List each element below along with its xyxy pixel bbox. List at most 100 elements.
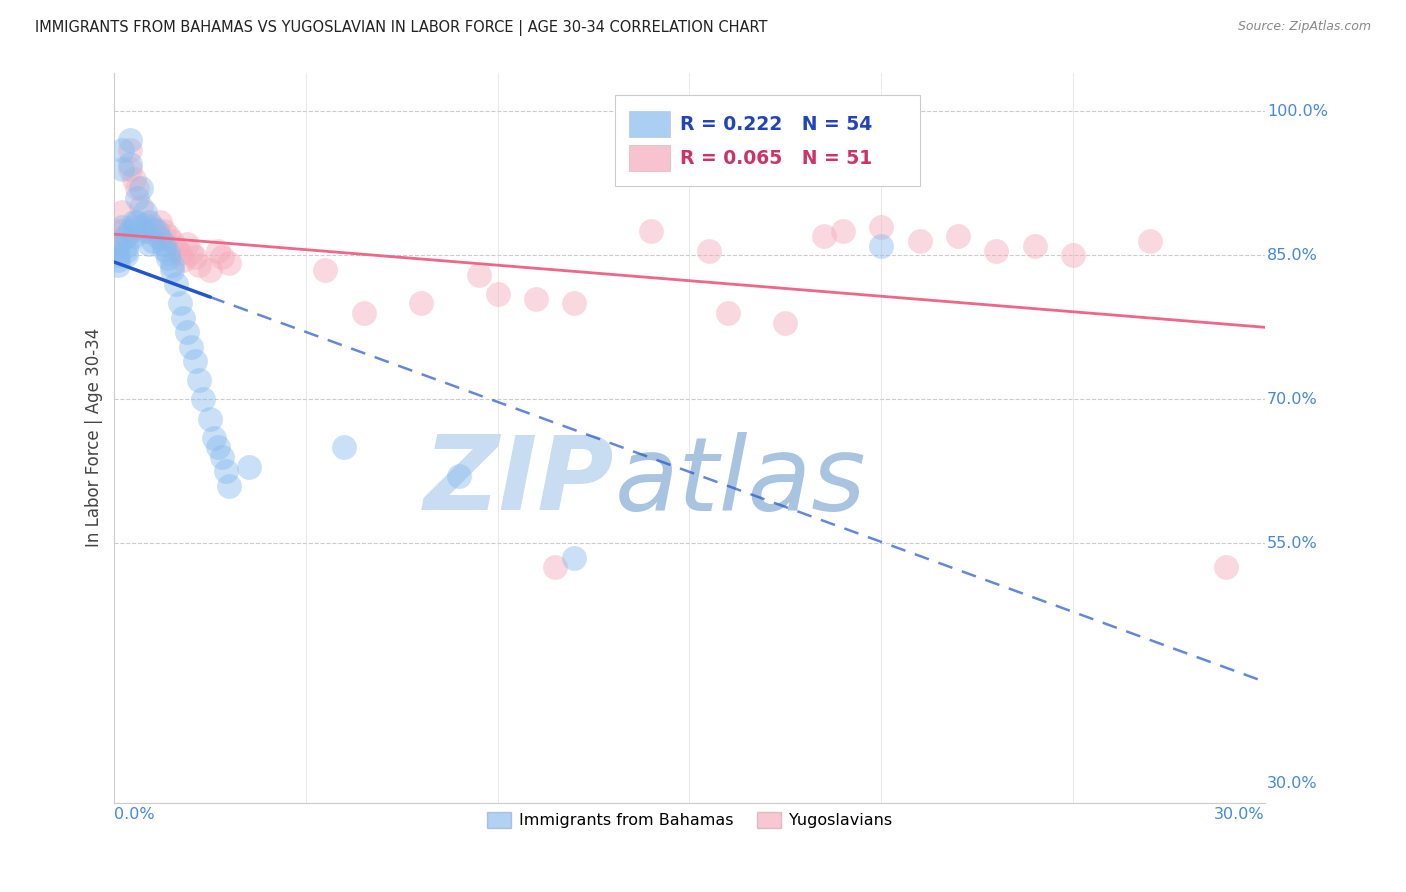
Point	[118, 157, 141, 171]
Point	[115, 229, 138, 244]
Point	[191, 392, 214, 407]
Point	[813, 229, 835, 244]
Point	[138, 236, 160, 251]
Point	[118, 161, 141, 176]
Point	[107, 253, 129, 268]
Point	[107, 258, 129, 272]
Point	[127, 215, 149, 229]
Point	[172, 310, 194, 325]
Point	[218, 479, 240, 493]
Point	[153, 236, 176, 251]
Point	[118, 224, 141, 238]
Point	[145, 229, 167, 244]
Point	[157, 229, 180, 244]
Point	[202, 431, 225, 445]
Point	[142, 221, 165, 235]
Point	[870, 239, 893, 253]
Point	[115, 229, 138, 244]
Point	[1139, 234, 1161, 248]
Point	[142, 234, 165, 248]
Point	[127, 181, 149, 195]
Point	[129, 181, 152, 195]
Point	[160, 234, 183, 248]
Text: 85.0%: 85.0%	[1267, 248, 1317, 263]
Point	[122, 219, 145, 234]
Text: 70.0%: 70.0%	[1267, 392, 1317, 407]
Text: 30.0%: 30.0%	[1267, 776, 1317, 791]
Point	[153, 242, 176, 256]
Point	[157, 252, 180, 266]
Point	[149, 215, 172, 229]
Point	[908, 234, 931, 248]
Point	[564, 296, 586, 310]
Point	[986, 244, 1008, 258]
Point	[697, 244, 720, 258]
Point	[107, 236, 129, 251]
Point	[115, 248, 138, 262]
Point	[467, 268, 489, 282]
Point	[107, 239, 129, 253]
Point	[145, 224, 167, 238]
Point	[184, 354, 207, 368]
Point	[107, 224, 129, 238]
Point	[564, 550, 586, 565]
Text: R = 0.065   N = 51: R = 0.065 N = 51	[681, 149, 872, 168]
Point	[184, 250, 207, 264]
Point	[122, 215, 145, 229]
Point	[149, 231, 172, 245]
Point	[165, 277, 187, 292]
Point	[157, 246, 180, 260]
Point	[187, 258, 209, 272]
FancyBboxPatch shape	[628, 145, 669, 171]
Point	[211, 450, 233, 464]
Point	[180, 340, 202, 354]
Point	[946, 229, 969, 244]
Point	[870, 219, 893, 234]
Point	[544, 560, 567, 574]
Point	[314, 262, 336, 277]
Point	[1062, 248, 1084, 262]
FancyBboxPatch shape	[628, 111, 669, 137]
Point	[127, 191, 149, 205]
Point	[218, 256, 240, 270]
Point	[207, 441, 229, 455]
Point	[118, 143, 141, 157]
Point	[165, 241, 187, 255]
Point	[353, 306, 375, 320]
Legend: Immigrants from Bahamas, Yugoslavians: Immigrants from Bahamas, Yugoslavians	[481, 805, 898, 835]
Point	[111, 205, 134, 219]
Point	[142, 219, 165, 234]
Text: 0.0%: 0.0%	[114, 807, 155, 822]
Point	[111, 224, 134, 238]
Y-axis label: In Labor Force | Age 30-34: In Labor Force | Age 30-34	[86, 328, 103, 548]
Point	[169, 246, 191, 260]
Point	[1215, 560, 1237, 574]
Point	[111, 161, 134, 176]
Point	[187, 373, 209, 387]
Point	[129, 219, 152, 234]
Point	[333, 441, 356, 455]
Point	[138, 224, 160, 238]
Text: 55.0%: 55.0%	[1267, 536, 1317, 551]
Point	[775, 316, 797, 330]
FancyBboxPatch shape	[614, 95, 920, 186]
Point	[134, 205, 156, 219]
Point	[115, 244, 138, 258]
Text: 100.0%: 100.0%	[1267, 103, 1327, 119]
Text: R = 0.222   N = 54: R = 0.222 N = 54	[681, 114, 873, 134]
Point	[211, 250, 233, 264]
Point	[134, 224, 156, 238]
Point	[214, 464, 236, 478]
Point	[176, 325, 198, 339]
Point	[111, 143, 134, 157]
Point	[138, 215, 160, 229]
Point	[200, 411, 222, 425]
Point	[207, 244, 229, 258]
Text: ZIP: ZIP	[425, 431, 614, 532]
Point	[172, 253, 194, 268]
Point	[176, 236, 198, 251]
Text: 30.0%: 30.0%	[1213, 807, 1264, 822]
Point	[486, 286, 509, 301]
Point	[115, 239, 138, 253]
Point	[134, 218, 156, 232]
